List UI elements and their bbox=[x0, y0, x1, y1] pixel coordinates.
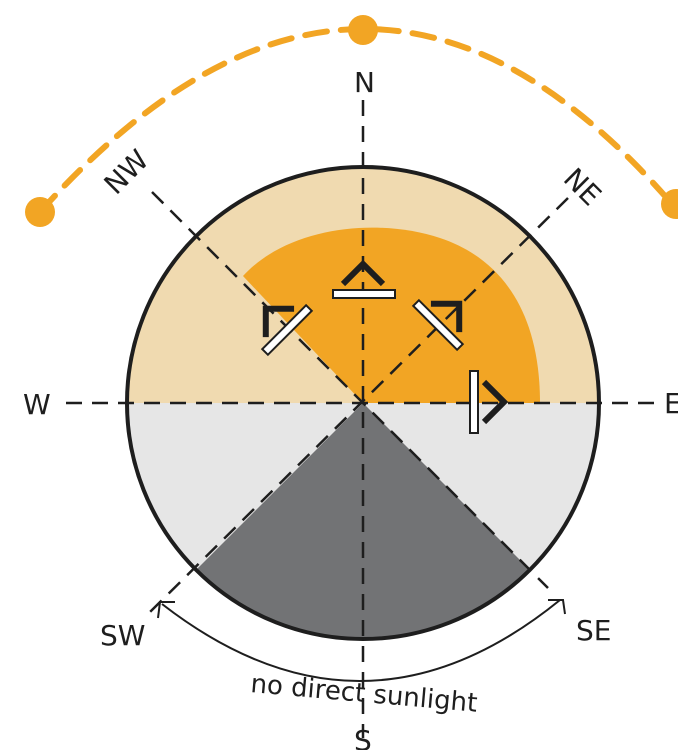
window-marker-northwest bbox=[260, 303, 314, 357]
label-north-west: NW bbox=[98, 143, 156, 201]
label-south: S bbox=[354, 724, 372, 750]
compass-guides bbox=[66, 100, 662, 738]
label-west: W bbox=[23, 388, 51, 421]
no-sunlight-arc bbox=[161, 599, 561, 682]
arrow-northwest-icon bbox=[262, 305, 295, 338]
window-marker-northeast bbox=[411, 298, 465, 352]
arrow-north-icon bbox=[340, 259, 386, 287]
label-north: N bbox=[354, 66, 375, 99]
window-pane-northwest bbox=[260, 303, 314, 357]
window-marker-east bbox=[469, 370, 509, 434]
label-east: E bbox=[664, 387, 678, 420]
arc-arrow-left-icon bbox=[157, 601, 175, 619]
northwest-southeast-axis bbox=[151, 191, 549, 589]
direct-sun-sector bbox=[243, 227, 540, 403]
compass-ring bbox=[125, 165, 601, 641]
northeast-southwest-axis bbox=[149, 197, 569, 613]
window-marker-north bbox=[332, 259, 396, 299]
arrow-northeast-icon bbox=[430, 300, 463, 333]
label-south-west: SW bbox=[100, 619, 145, 652]
arrow-east-icon bbox=[481, 379, 509, 425]
window-pane-east bbox=[469, 370, 479, 434]
label-north-east: NE bbox=[557, 162, 608, 213]
window-pane-north bbox=[332, 289, 396, 299]
sun-west-icon bbox=[25, 197, 55, 227]
label-south-east: SE bbox=[576, 614, 611, 647]
window-pane-northeast bbox=[411, 298, 465, 352]
sun-noon-icon bbox=[348, 15, 378, 45]
arc-arrow-right-icon bbox=[548, 599, 566, 615]
sun-east-icon bbox=[661, 189, 678, 219]
